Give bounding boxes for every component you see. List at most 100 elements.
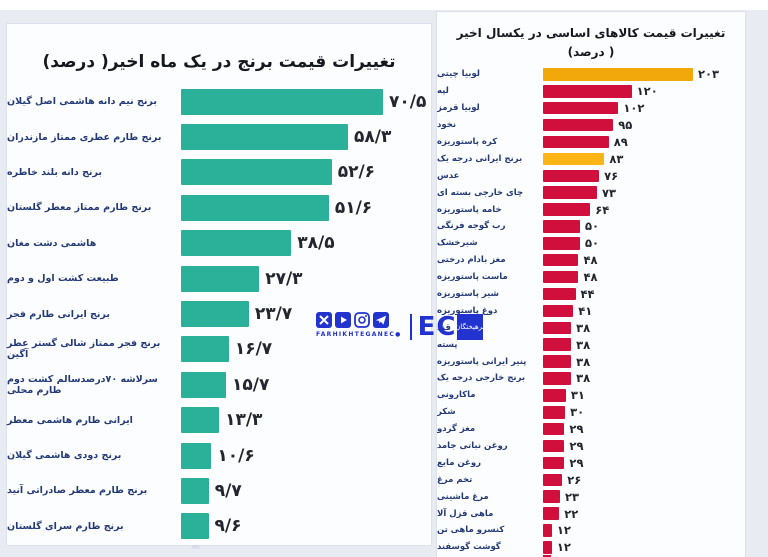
eco-logo: EC فرهیختگان [409, 312, 486, 342]
bar [181, 442, 212, 469]
value-label: ۲۳ [564, 489, 580, 504]
value-label: ۵۱/۶ [334, 197, 373, 218]
value-label: ۲۹ [569, 422, 584, 437]
category-label: طبیعت کشت اول و دوم [7, 273, 119, 285]
bar [543, 422, 565, 436]
bar-row: مرغ ماشینی ۲۳ [437, 488, 745, 505]
youtube-icon [335, 312, 351, 328]
category-label: مغز بادام درختی [437, 255, 506, 266]
value-label: ۳۸ [576, 320, 591, 335]
value-label: ۲۹ [569, 439, 584, 454]
bar-row: برنج نیم دانه هاشمی اصل گیلان ۷۰/۵ [7, 84, 431, 119]
bar [543, 101, 619, 115]
bar-row: لوبیا چیتی ۲۰۳ [437, 66, 745, 83]
bar-row: ماهی قزل آلا ۲۲ [437, 505, 745, 522]
bar [181, 513, 209, 540]
eco-logo-text: EC [417, 312, 457, 342]
category-label: خامه پاستوریزه [437, 204, 502, 215]
bar-row: برنج ایرانی طارم فجر ۲۳/۷ [7, 296, 431, 331]
bar [543, 85, 632, 98]
bar [543, 304, 574, 318]
value-label: ۲۹ [569, 455, 584, 470]
bar-row: عدس ۷۶ [437, 167, 745, 184]
category-label: کنسرو ماهی تن [437, 525, 505, 536]
bar-row: قند ۳۸ [437, 319, 745, 336]
value-label: ۸۳ [609, 151, 624, 166]
category-label: لوبیا چیتی [437, 69, 480, 80]
bar-row: کنسرو ماهی تن ۱۲ [437, 522, 745, 539]
value-label: ۸۹ [613, 135, 628, 149]
category-label: برنج دانه بلند خاطره [7, 166, 102, 178]
category-label: ایرانی طارم هاشمی معطر [7, 414, 133, 426]
rice-price-chart-card: تغییرات قیمت برنج در یک ماه اخیر( درصد) … [7, 24, 431, 545]
bar [543, 287, 576, 301]
bar-row: روغن مایع ۲۹ [437, 454, 745, 471]
bar-row: شیر پاستوریزه ۴۴ [437, 286, 745, 303]
bar-row: ماکارونی ۳۱ [437, 387, 745, 404]
value-label: ۱۰/۶ [217, 445, 255, 466]
category-label: دوغ پاستوریزه [437, 305, 498, 316]
category-label: رب گوجه فرنگی [437, 221, 506, 232]
bar [543, 68, 693, 81]
category-label: برنج ایرانی درجه یک [437, 153, 523, 164]
bar [543, 439, 565, 453]
category-label: برنج نیم دانه هاشمی اصل گیلان [7, 96, 157, 108]
bar-row: چای خارجی بسته ای ۷۳ [437, 184, 745, 201]
social-icons [316, 312, 402, 328]
basic-goods-title-line2: ( درصد) [567, 44, 615, 59]
value-label: ۴۱ [578, 303, 593, 318]
bar [181, 477, 209, 504]
value-label: ۱۲۰ [636, 84, 658, 99]
value-label: ۳۰ [570, 405, 585, 420]
bar [181, 230, 292, 257]
category-label: مغز گردو [437, 424, 476, 435]
category-label: سرلاشه ۷۰درصدسالم کشت دوم طارم محلی [7, 373, 158, 396]
category-label: برنج طارم معطر صادراتی آنید [7, 485, 148, 497]
bar [181, 407, 220, 434]
bar [543, 507, 560, 520]
x-icon [316, 312, 332, 328]
bar-row: برنج طارم سرای گلستان ۹/۶ [7, 509, 431, 544]
value-label: ۱۰۲ [623, 101, 645, 116]
bar-row: پسته ۳۸ [437, 336, 745, 353]
bar [543, 135, 609, 149]
bar-row: برنج طارم ممتاز معطر گلستان ۵۱/۶ [7, 190, 431, 225]
value-label: ۳۸ [576, 371, 591, 386]
category-label: شیرخشک [437, 238, 478, 249]
category-label: لپه [437, 86, 449, 97]
bar-row: برنج خارجی درجه یک ۳۸ [437, 370, 745, 387]
category-label: شیر پاستوریزه [437, 289, 500, 300]
bar [543, 389, 566, 402]
category-label: روغن مایع [437, 457, 482, 468]
bar [543, 338, 572, 351]
rice-chart-title: تغییرات قیمت برنج در یک ماه اخیر( درصد) [42, 52, 396, 72]
value-label: ۱۳/۳ [225, 410, 263, 431]
category-label: برنج ایرانی طارم فجر [7, 308, 110, 320]
bar [181, 371, 226, 398]
bar [543, 541, 552, 554]
bar [543, 490, 560, 503]
value-label: ۵۸/۳ [354, 127, 392, 148]
value-label: ۶۴ [595, 202, 610, 217]
bar-row: برنج دانه بلند خاطره ۵۲/۶ [7, 155, 431, 190]
bar [543, 169, 600, 183]
basic-goods-chart-card: تغییرات قیمت کالاهای اساسی در یکسال اخیر… [437, 12, 745, 557]
rice-chart-rows: برنج نیم دانه هاشمی اصل گیلان ۷۰/۵ برنج طا… [7, 84, 431, 544]
bar-row: کره پاستوریزه ۸۹ [437, 134, 745, 151]
value-label: ۵۰ [584, 236, 599, 251]
category-label: کره پاستوریزه [437, 137, 498, 147]
bar [181, 194, 329, 221]
bar-row: رب گوجه فرنگی ۵۰ [437, 218, 745, 235]
value-label: ۱۲ [556, 540, 571, 555]
value-label: ۳۸ [576, 354, 591, 369]
category-label: ماست پاستوریزه [437, 272, 508, 283]
basic-goods-chart-title: تغییرات قیمت کالاهای اساسی در یکسال اخیر… [437, 24, 745, 61]
bar [181, 88, 383, 115]
category-label: هاشمی دشت مغان [7, 237, 97, 249]
bar [543, 355, 572, 368]
bar [543, 372, 572, 385]
category-label: برنج خارجی درجه یک [437, 373, 526, 384]
value-label: ۳۸/۵ [297, 233, 335, 254]
bar-row: هاشمی دشت مغان ۳۸/۵ [7, 226, 431, 261]
bar-row: برنج طارم عطری ممتاز مازندران ۵۸/۳ [7, 119, 431, 154]
